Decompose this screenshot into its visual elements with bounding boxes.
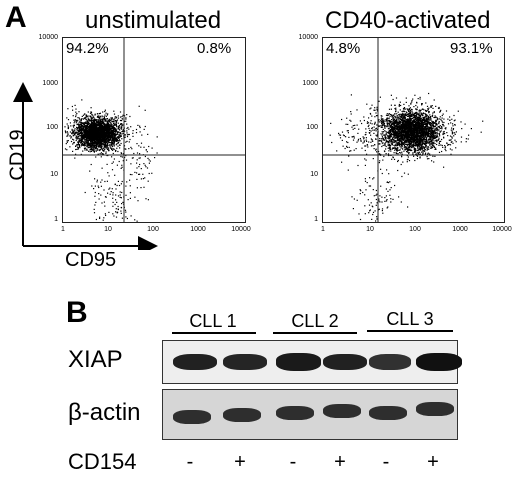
xiap-band bbox=[173, 353, 218, 371]
treatment-minus: - bbox=[289, 451, 297, 473]
treatment-plus: + bbox=[427, 451, 439, 473]
protein-label-xiap: XIAP bbox=[68, 346, 123, 373]
treatment-minus: - bbox=[382, 451, 390, 473]
y-tick-10: 10 bbox=[50, 171, 58, 178]
panel-b-letter: B bbox=[66, 296, 88, 329]
x-tick-1-b: 1 bbox=[321, 226, 325, 233]
y-tick-1000-b: 1000 bbox=[302, 80, 318, 87]
beta-actin-band bbox=[223, 408, 261, 422]
beta-actin-band bbox=[173, 410, 211, 424]
x-tick-10000: 10000 bbox=[231, 226, 251, 233]
xiap-band bbox=[223, 353, 267, 371]
x-tick-10-b: 10 bbox=[366, 226, 374, 233]
sample-label-cll3: CLL 3 bbox=[386, 309, 434, 329]
scatter-unstimulated bbox=[63, 38, 245, 222]
plot-title-cd40-activated: CD40-activated bbox=[325, 7, 491, 34]
blot-beta-actin bbox=[162, 389, 458, 440]
treatment-minus: - bbox=[186, 451, 194, 473]
sample-label-cll2: CLL 2 bbox=[291, 311, 339, 331]
x-tick-100: 100 bbox=[147, 226, 159, 233]
sample-bracket-cll3 bbox=[367, 330, 453, 332]
quadrant-ul-unstimulated: 94.2% bbox=[66, 40, 109, 57]
beta-actin-band bbox=[323, 404, 361, 418]
flow-plot-unstimulated bbox=[62, 37, 246, 223]
y-tick-1: 1 bbox=[54, 216, 58, 223]
axis-arrows bbox=[13, 82, 158, 250]
plot-title-unstimulated: unstimulated bbox=[85, 7, 222, 34]
y-axis-label: CD19 bbox=[6, 129, 29, 181]
y-tick-10000-b: 10000 bbox=[298, 34, 318, 41]
beta-actin-band bbox=[416, 402, 454, 416]
beta-actin-band bbox=[276, 406, 314, 420]
y-tick-100: 100 bbox=[46, 124, 58, 131]
quadrant-ur-unstimulated: 0.8% bbox=[197, 40, 232, 57]
y-tick-10-b: 10 bbox=[310, 171, 318, 178]
treatment-label: CD154 bbox=[68, 449, 137, 474]
x-tick-1000-b: 1000 bbox=[452, 226, 468, 233]
panel-a-letter: A bbox=[5, 1, 27, 34]
scatter-cd40-activated bbox=[323, 38, 504, 222]
treatment-plus: + bbox=[234, 451, 246, 473]
flow-plot-cd40-activated bbox=[322, 37, 505, 223]
x-tick-1000: 1000 bbox=[190, 226, 206, 233]
y-tick-1-b: 1 bbox=[314, 216, 318, 223]
x-tick-10000-b: 10000 bbox=[492, 226, 512, 233]
quadrant-ur-cd40: 93.1% bbox=[450, 40, 493, 57]
quadrant-ul-cd40: 4.8% bbox=[326, 40, 361, 57]
x-tick-1: 1 bbox=[61, 226, 65, 233]
xiap-band bbox=[369, 354, 412, 370]
xiap-band bbox=[416, 353, 462, 371]
sample-bracket-cll2 bbox=[273, 332, 357, 334]
x-tick-100-b: 100 bbox=[409, 226, 421, 233]
blot-xiap bbox=[162, 340, 462, 384]
beta-actin-band bbox=[369, 406, 407, 420]
sample-bracket-cll1 bbox=[172, 332, 256, 334]
x-axis-label: CD95 bbox=[65, 249, 117, 271]
y-tick-1000: 1000 bbox=[42, 80, 58, 87]
treatment-plus: + bbox=[334, 451, 346, 473]
xiap-band bbox=[323, 353, 368, 371]
protein-label-beta-actin: β-actin bbox=[68, 399, 141, 426]
y-tick-10000: 10000 bbox=[38, 34, 58, 41]
xiap-band bbox=[276, 353, 321, 371]
sample-label-cll1: CLL 1 bbox=[189, 311, 237, 331]
x-tick-10: 10 bbox=[104, 226, 112, 233]
y-tick-100-b: 100 bbox=[306, 124, 318, 131]
